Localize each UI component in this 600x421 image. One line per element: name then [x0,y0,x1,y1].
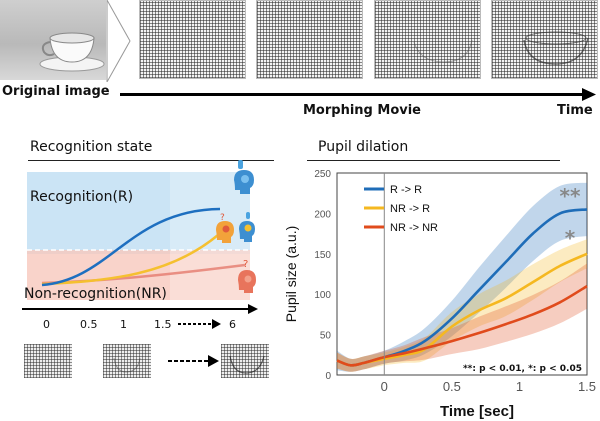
head-icon-r [234,160,254,194]
legend-label-0: R -> R [390,184,422,196]
recog-tick-0: 0 [43,318,50,331]
recognition-title-underline [28,160,274,161]
significance-note: **: p < 0.01, *: p < 0.05 [463,364,582,374]
recognition-time-axis [22,308,250,310]
pupil-title-underline [307,160,560,161]
svg-text:?: ? [220,213,225,223]
projection-arrow-icon [106,0,131,82]
series-line-2 [336,284,588,367]
time-label: Time [557,103,593,118]
ci-band-0 [337,182,587,372]
x-tick-0: 0 [381,379,388,394]
y-tick-0: 0 [325,371,331,382]
recognition-diagram [27,172,250,300]
recog-tick-4: 6 [229,318,236,331]
y-tick-4: 200 [314,209,331,220]
morph-frame-1 [139,0,246,79]
svg-text:?: ? [243,259,248,270]
recog-tick-1: 0.5 [80,318,98,331]
star-nr-r: * [565,226,576,250]
recog-dashed-arrow-icon [178,319,221,329]
x-tick-2: 1 [516,379,523,394]
recognition-title: Recognition state [30,139,153,155]
time-arrow-line [120,93,590,96]
head-icon-nr-r: ? [216,212,255,243]
r-curve [41,207,221,287]
recognition-nr-label: Non-recognition(NR) [24,286,167,302]
recognition-axis-arrow-icon [248,304,258,314]
recog-tick-2: 1 [120,318,127,331]
legend: R -> R NR -> R NR -> NR [364,184,438,234]
x-tick-3: 1.5 [578,379,596,394]
morphing-movie-label: Morphing Movie [303,103,421,118]
x-axis-label: Time [sec] [440,403,514,420]
nr-r-curve [41,234,219,286]
recog-thumb-1 [24,344,72,378]
ci-band-2 [337,263,587,372]
thumb-cup-outline [113,355,265,374]
teacup-icon [39,32,105,72]
y-tick-3: 150 [314,250,331,261]
original-image [0,0,106,80]
morph-frame-2 [256,0,363,79]
morph-cup-outline [413,31,589,65]
morph-frame-4 [491,0,598,79]
recog-tick-3: 1.5 [154,318,172,331]
time-arrow-head-icon [582,88,596,101]
legend-label-1: NR -> R [390,203,430,215]
y-tick-2: 100 [314,290,331,301]
x-tick-1: 0.5 [443,379,461,394]
star-r: ** [560,184,581,208]
original-image-label: Original image [2,84,110,99]
ci-band-1 [337,239,587,372]
pupil-chart: 0 50 100 150 200 250 0 0.5 1 1.5 Pupil size (a.u… [283,169,596,420]
thumb-dashed-arrow-icon [168,355,219,367]
morph-frame-3 [374,0,481,79]
pupil-title: Pupil dilation [318,139,409,155]
y-axis-label: Pupil size (a.u.) [283,226,299,322]
y-tick-5: 250 [314,169,331,180]
recognition-r-label: Recognition(R) [30,189,134,205]
y-tick-1: 50 [320,331,332,342]
legend-label-2: NR -> NR [390,222,438,234]
recog-thumb-3 [221,344,269,378]
head-icon-nr-nr: ? [238,259,256,293]
